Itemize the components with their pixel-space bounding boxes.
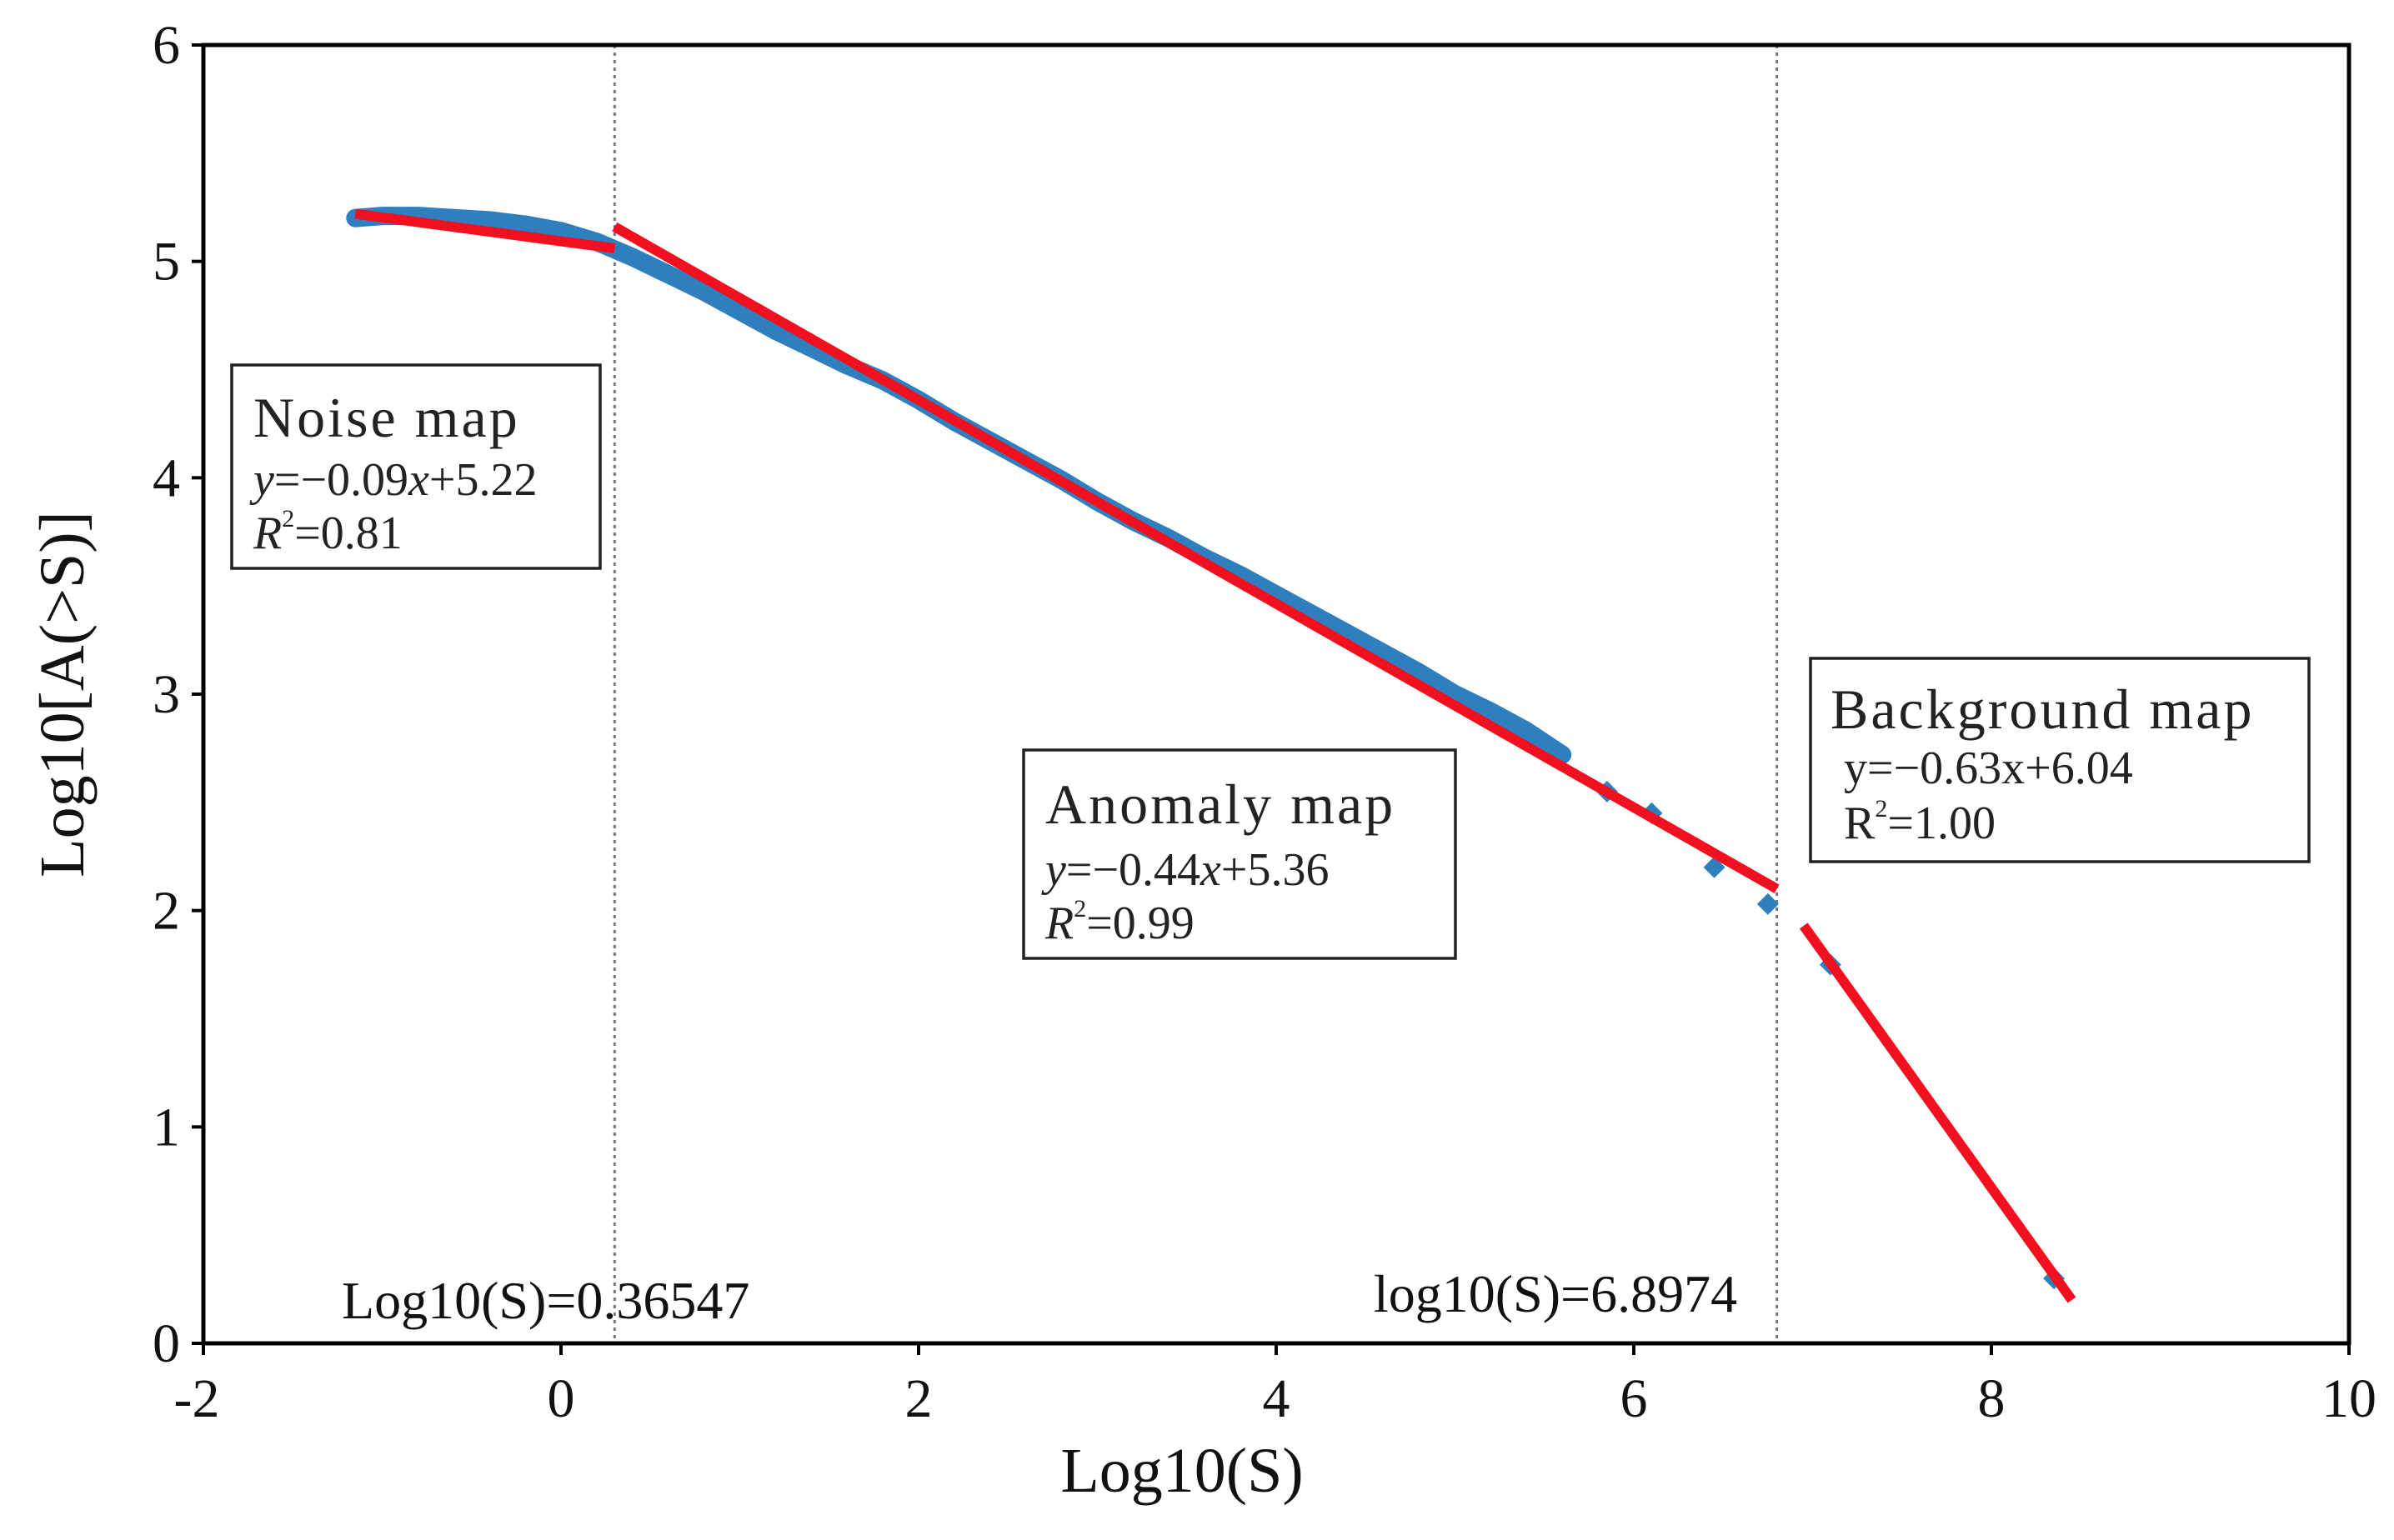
data-point [1375, 645, 1391, 661]
x-tick-label: 0 [548, 1368, 575, 1429]
anomaly-map-box: Anomaly map y=−0.44x+5.36 R2=0.99 [1022, 748, 1457, 960]
background-map-box: Background map y=−0.63x+6.04 R2=1.00 [1809, 657, 2311, 863]
y-axis-title: Log10[A(>S)] [28, 511, 98, 878]
y-tick-label: 1 [153, 1097, 180, 1158]
r-val: =1.00 [1887, 798, 1996, 849]
data-point [482, 212, 498, 228]
eq-tail: +5.22 [429, 454, 538, 506]
data-point [1555, 747, 1570, 762]
eq-x: x [408, 454, 429, 506]
x-axis-title: Log10(S) [1060, 1436, 1303, 1506]
x-tick-label: 8 [1978, 1368, 2006, 1429]
background-map-r2: R2=1.00 [1844, 795, 1996, 849]
data-point [553, 223, 568, 239]
data-point [732, 303, 748, 319]
x-tick-label: 6 [1620, 1368, 1648, 1429]
eq-tail: +5.36 [1221, 844, 1330, 896]
y-tick-label: 2 [153, 881, 180, 942]
r-sym: R [253, 508, 282, 559]
data-point [1756, 892, 1779, 915]
anomaly-map-r2: R2=0.99 [1044, 895, 1194, 949]
background-map-equation: y=−0.63x+6.04 [1844, 742, 2133, 794]
tick-layer [192, 43, 2351, 1355]
eq-y: y [249, 454, 274, 506]
noise-map-frame [230, 363, 602, 570]
fit-line-anomaly [612, 222, 1780, 893]
y-tick-label: 6 [153, 15, 180, 76]
r-sup: 2 [1074, 895, 1086, 922]
noise-map-box: Noise map y=−0.09x+5.22 R2=0.81 [230, 363, 602, 570]
y-tick-label: 5 [153, 232, 180, 292]
background-map-title: Background map [1831, 678, 2254, 741]
fit-layer [354, 208, 2076, 1303]
anomaly-map-title: Anomaly map [1045, 772, 1395, 836]
y-tick-label: 0 [153, 1313, 180, 1374]
anomaly-map-equation: y=−0.44x+5.36 [1041, 844, 1329, 896]
r-val: =0.81 [294, 508, 403, 559]
data-point [1483, 703, 1499, 719]
eq-x: x [1200, 844, 1221, 896]
r-sup: 2 [1875, 795, 1887, 822]
noise-map-title: Noise map [253, 386, 520, 449]
r-sym: R [1844, 798, 1876, 849]
eq-rest: =−0.44 [1066, 844, 1200, 896]
fit-line-background [1799, 922, 2076, 1303]
eq-rest: =−0.09 [274, 454, 408, 506]
data-point [768, 322, 784, 338]
r-val: =0.99 [1086, 898, 1194, 949]
data-point [696, 284, 712, 300]
noise-map-equation: y=−0.09x+5.22 [249, 454, 537, 506]
noise-map-r2: R2=0.81 [253, 505, 403, 559]
anomaly-map-frame [1022, 748, 1457, 960]
eq-y: y [1041, 844, 1066, 896]
data-point [1519, 723, 1535, 739]
y-tick-label: 4 [153, 448, 180, 508]
x-tick-label: 2 [905, 1368, 933, 1429]
x-tick-label: -2 [174, 1368, 220, 1429]
r-sup: 2 [282, 505, 294, 532]
fit-line-noise [354, 208, 616, 254]
data-point [624, 249, 640, 265]
r-sym: R [1044, 898, 1074, 949]
data-point [660, 267, 676, 282]
x-tick-label: 4 [1263, 1368, 1290, 1429]
threshold-label-2: log10(S)=6.8974 [1374, 1264, 1737, 1323]
x-tick-label: 10 [2321, 1368, 2376, 1429]
y-tick-label: 3 [153, 664, 180, 725]
data-point [518, 217, 533, 232]
threshold-label-1: Log10(S)=0.36547 [342, 1271, 749, 1330]
data-point [1411, 665, 1427, 681]
background-map-frame [1809, 657, 2311, 863]
